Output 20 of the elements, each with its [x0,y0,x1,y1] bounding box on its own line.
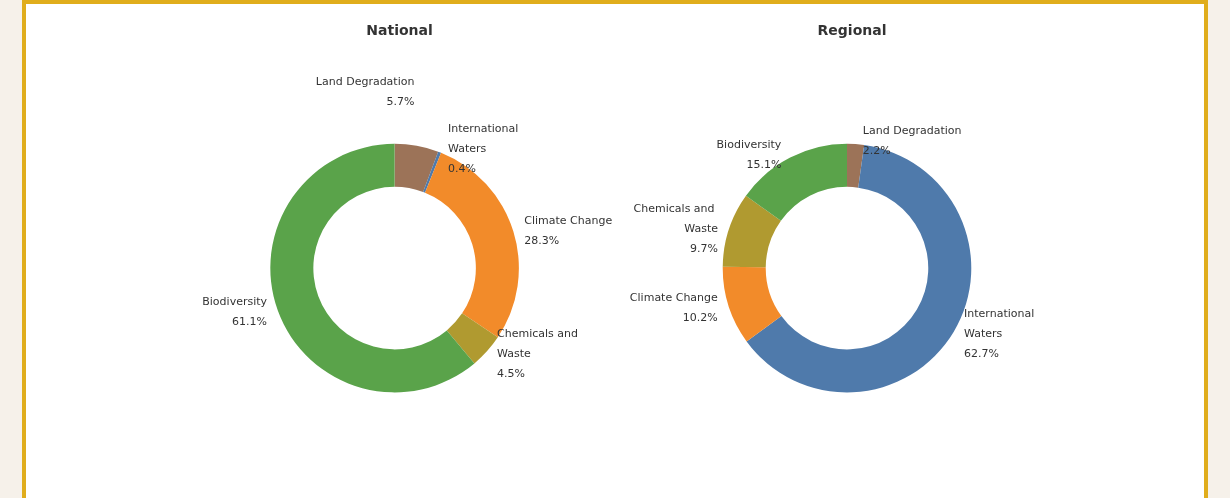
data-label: 61.1% [232,315,268,329]
slice-label: Biodiversity [716,137,782,151]
slice-label: Climate Change [524,213,613,227]
data-label: 9.7% [690,241,719,255]
chart-title: Regional [817,22,887,38]
slice-label: Land Degradation [315,75,415,89]
data-label: 10.2% [682,310,718,324]
slice-label: Land Degradation [862,123,962,137]
data-label: 28.3% [524,233,560,247]
data-label: 15.1% [746,157,782,171]
data-label: 2.2% [862,143,891,157]
data-label: 4.5% [497,367,525,381]
slice-label: Biodiversity [202,295,268,309]
slice-label: International Waters [448,122,522,156]
data-label: 5.7% [386,95,415,109]
data-label: 62.7% [964,347,1000,361]
slice-label: Chemicals and Waste [633,201,719,235]
slice-label: International Waters [964,307,1038,341]
slice-label: Climate Change [629,290,719,304]
chart-title: National [366,22,433,38]
